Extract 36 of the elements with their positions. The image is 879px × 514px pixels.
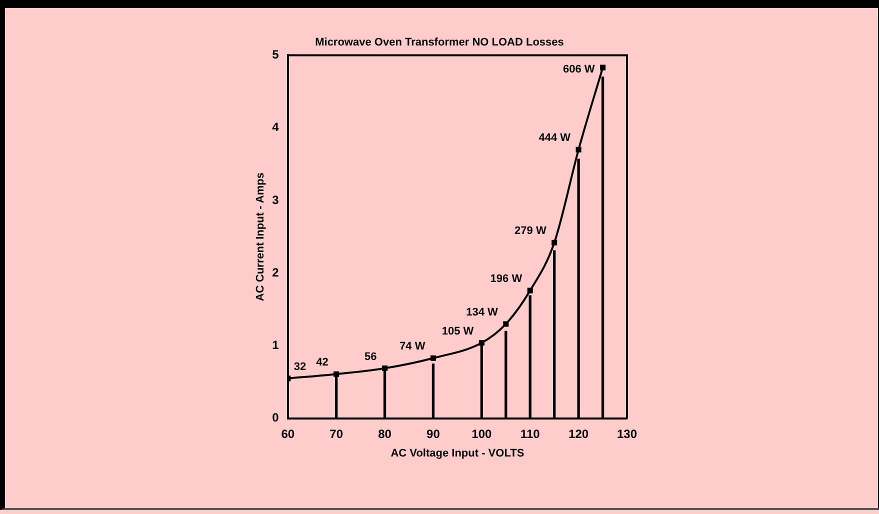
x-axis-title: AC Voltage Input - VOLTS <box>390 447 524 460</box>
x-tick-label: 90 <box>426 426 440 441</box>
y-tick-label: 3 <box>272 192 280 207</box>
annotation: 74 W <box>400 340 426 353</box>
point <box>552 240 558 246</box>
y-tick-label: 5 <box>272 48 280 62</box>
annotation: 56 <box>364 350 377 363</box>
point <box>478 340 484 346</box>
annotation: 42 <box>316 356 328 369</box>
chart-title: Microwave Oven Transformer NO LOAD Losses <box>315 36 564 49</box>
annotation: 134 W <box>466 306 498 318</box>
x-tick-label: 110 <box>520 426 540 441</box>
y-tick-label: 1 <box>272 338 280 352</box>
point <box>600 64 606 70</box>
x-tick-label: 60 <box>281 426 295 441</box>
x-tick-label: 100 <box>472 426 492 441</box>
y-tick-label: 2 <box>272 265 280 280</box>
y-axis-title: AC Current Input - Amps <box>254 172 267 302</box>
y-tick-label: 4 <box>272 120 280 134</box>
annotation: 279 W <box>514 225 547 238</box>
x-tick-label: 120 <box>568 426 589 441</box>
annotation: 32 <box>294 360 306 373</box>
x-tick-label: 130 <box>616 426 638 441</box>
annotation: 196 W <box>490 273 523 286</box>
point <box>382 366 388 372</box>
point <box>430 355 436 361</box>
annotation: 606 W <box>562 64 596 76</box>
point <box>334 371 340 377</box>
x-tick-label: 70 <box>330 426 344 441</box>
y-tick-label: 0 <box>272 410 280 425</box>
x-tick-label: 80 <box>378 426 392 441</box>
point <box>503 321 509 327</box>
point <box>576 146 582 152</box>
annotation: 105 W <box>442 325 474 338</box>
point <box>527 288 533 294</box>
annotation: 444 W <box>538 132 572 144</box>
